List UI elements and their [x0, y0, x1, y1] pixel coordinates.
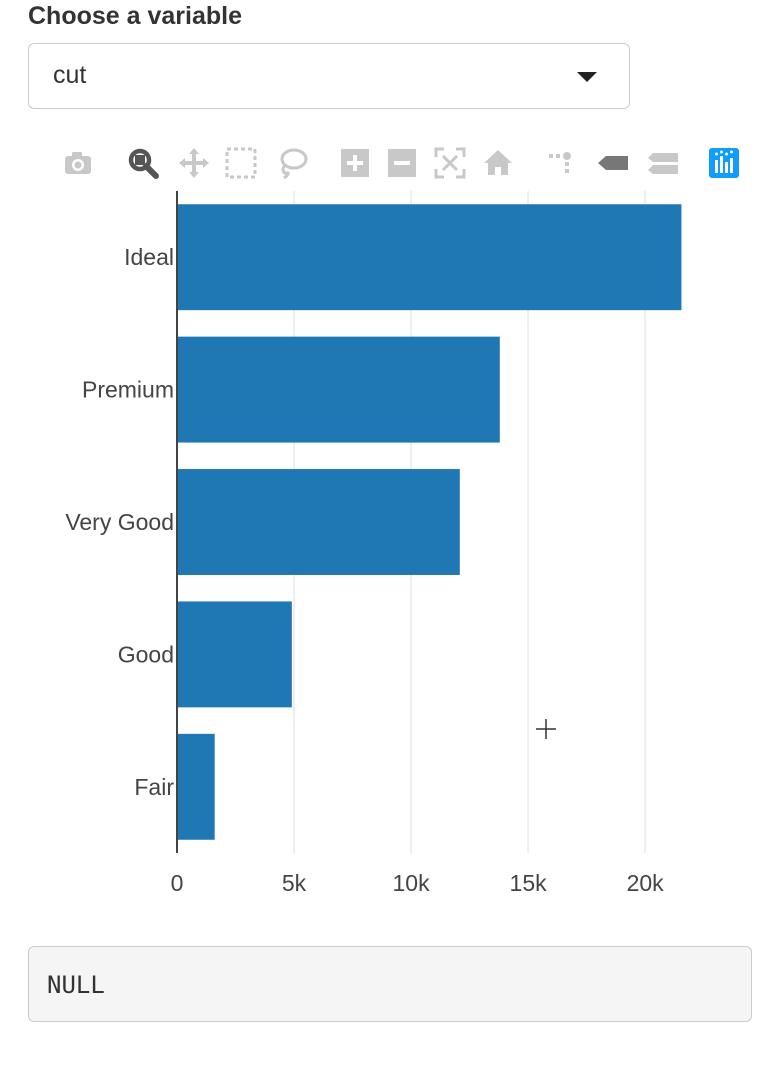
- bars: [177, 204, 682, 840]
- spike-lines-icon[interactable]: [544, 145, 580, 181]
- x-tick-labels: 0 5k 10k 15k 20k: [171, 870, 665, 896]
- zoom-in-icon[interactable]: [337, 145, 373, 181]
- autoscale-icon[interactable]: [432, 145, 468, 181]
- plot-modebar: [60, 145, 750, 185]
- x-tick-label: 20k: [627, 870, 665, 896]
- crosshair-cursor-icon: [536, 719, 556, 739]
- chevron-down-icon[interactable]: [577, 72, 597, 82]
- bar-very-good[interactable]: [177, 469, 460, 575]
- bar-ideal[interactable]: [177, 204, 682, 311]
- bar-premium[interactable]: [177, 336, 500, 443]
- hover-compare-icon[interactable]: [645, 145, 681, 181]
- lasso-select-icon[interactable]: [274, 145, 310, 181]
- variable-select[interactable]: cut: [28, 43, 630, 109]
- category-label: Good: [118, 641, 174, 667]
- camera-icon[interactable]: [60, 145, 96, 181]
- bar-fair[interactable]: [177, 733, 215, 840]
- select-label: Choose a variable: [28, 2, 242, 30]
- bar-good[interactable]: [177, 601, 292, 708]
- output-text: NULL: [47, 971, 105, 999]
- select-value: cut: [53, 61, 87, 89]
- category-label: Ideal: [124, 244, 174, 270]
- hover-closest-icon[interactable]: [595, 145, 631, 181]
- zoom-out-icon[interactable]: [384, 145, 420, 181]
- category-label: Very Good: [65, 509, 174, 535]
- x-tick-label: 10k: [393, 870, 431, 896]
- text-output: NULL: [28, 946, 752, 1022]
- x-tick-label: 5k: [282, 870, 307, 896]
- category-label: Premium: [82, 377, 174, 403]
- zoom-icon[interactable]: [125, 145, 161, 181]
- plotly-logo-icon[interactable]: [706, 145, 742, 181]
- box-select-icon[interactable]: [223, 145, 259, 181]
- x-tick-label: 15k: [510, 870, 548, 896]
- category-label: Fair: [134, 774, 174, 800]
- bar-chart[interactable]: Ideal Premium Very Good Good Fair 0 5k 10k 15k 2…: [0, 185, 783, 905]
- category-labels: Ideal Premium Very Good Good Fair: [65, 244, 174, 800]
- pan-icon[interactable]: [176, 145, 212, 181]
- x-tick-label: 0: [171, 870, 184, 896]
- reset-axes-icon[interactable]: [480, 145, 516, 181]
